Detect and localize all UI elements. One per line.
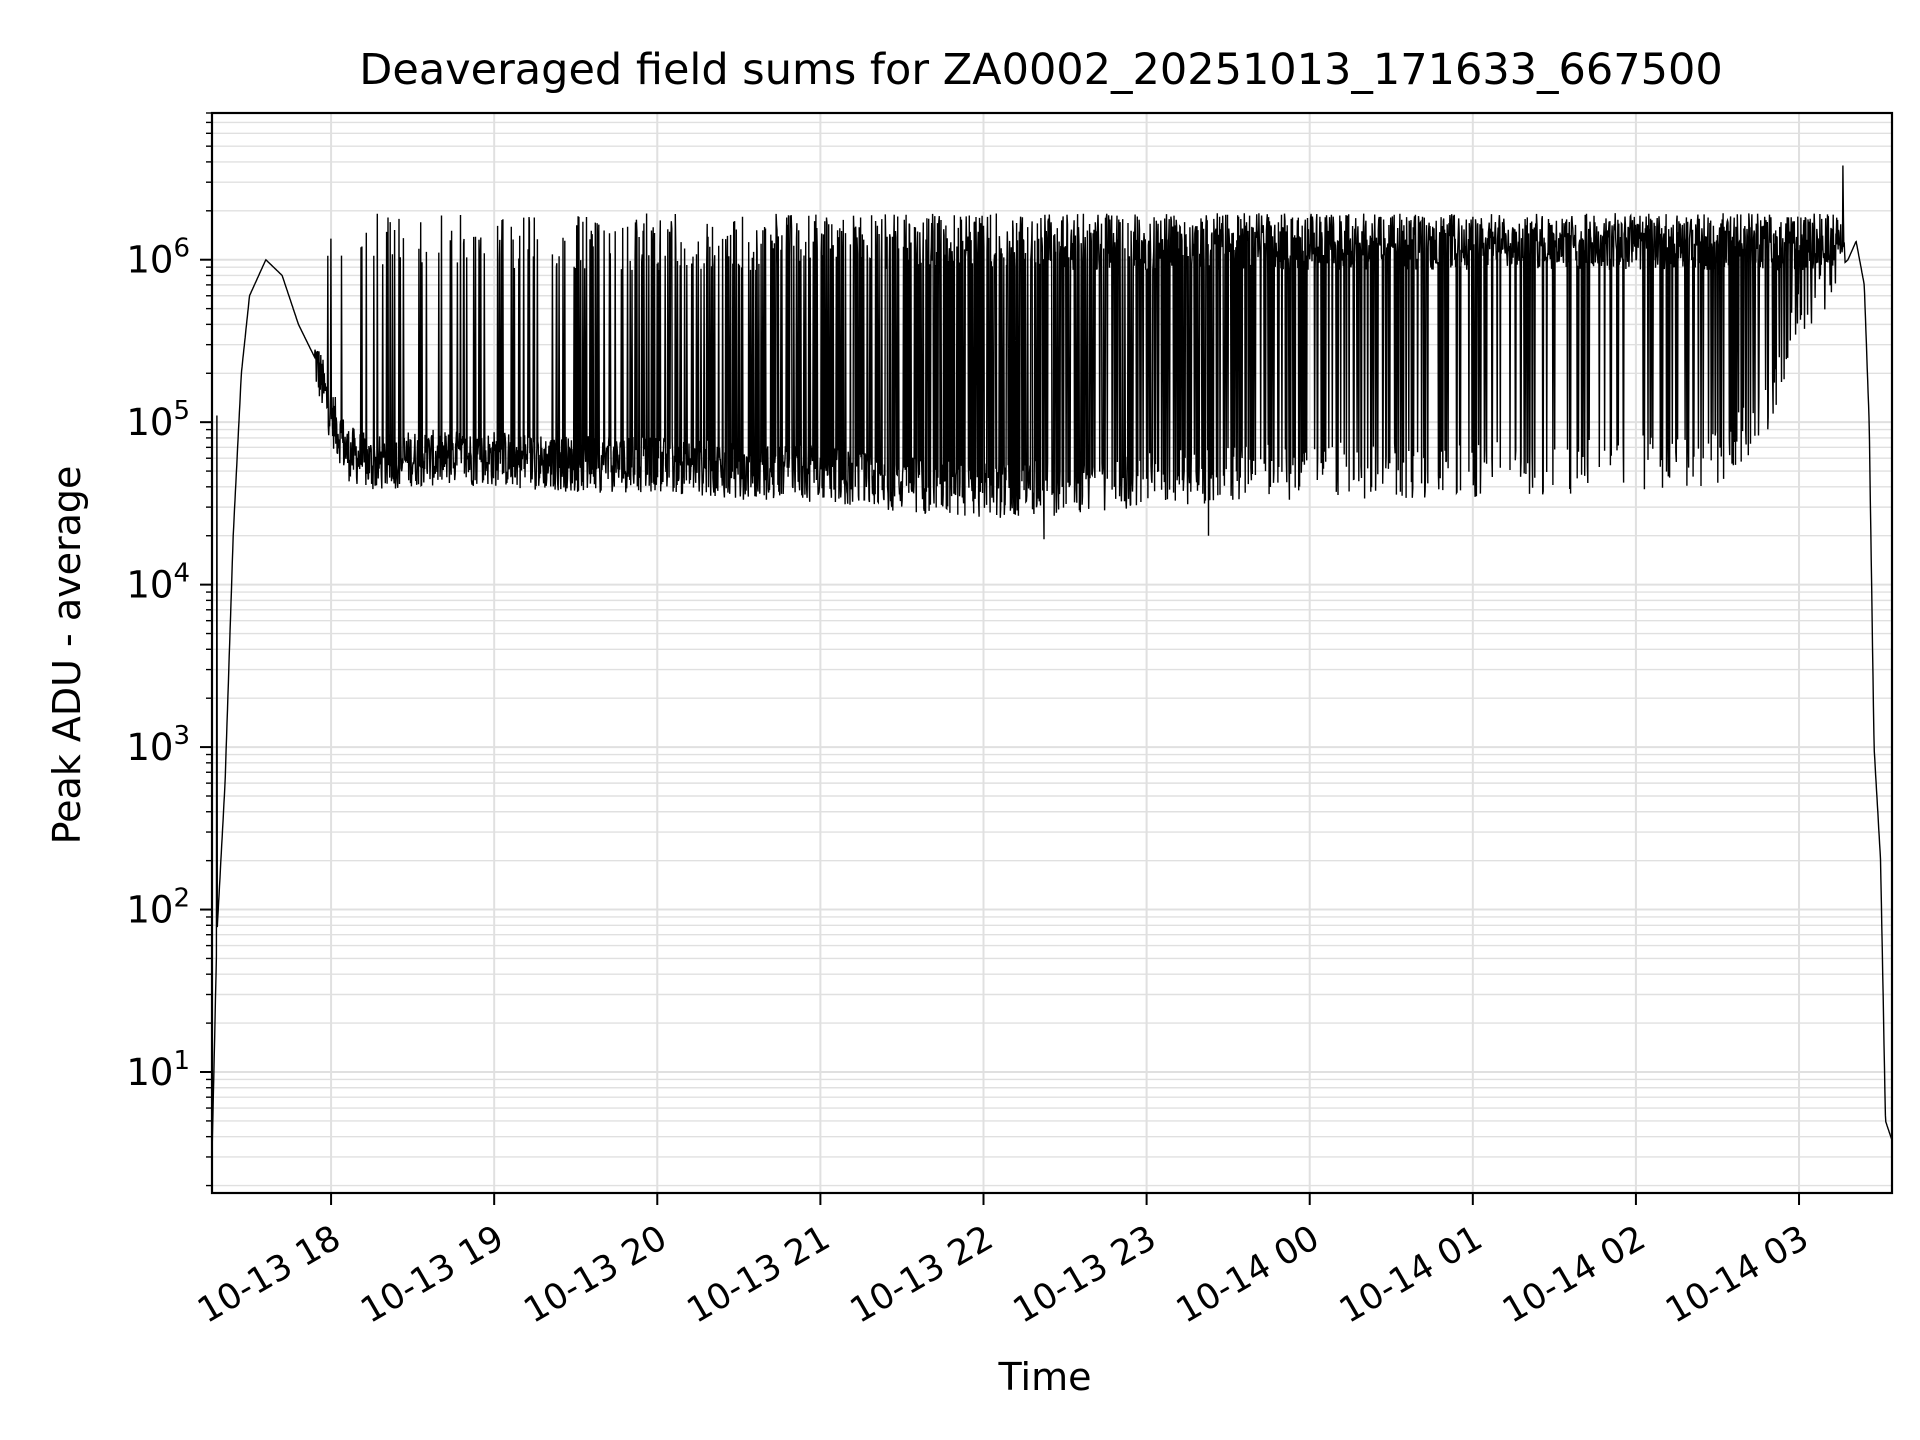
y-tick-label: 104: [126, 559, 190, 607]
y-axis: 101 102 103 104 105 106: [126, 112, 212, 1187]
y-tick-label: 103: [126, 721, 190, 769]
y-tick-label: 105: [126, 396, 190, 444]
series-line: [212, 165, 1892, 1158]
y-tick-label: 101: [126, 1046, 190, 1094]
y-tick-label: 106: [126, 234, 190, 282]
x-axis-label: Time: [998, 1355, 1092, 1399]
y-axis-label: Peak ADU - average: [45, 466, 89, 845]
y-tick-label: 102: [126, 884, 190, 932]
axes-frame: [210, 111, 1894, 1195]
chart-title: Deaveraged field sums for ZA0002_2025101…: [359, 45, 1722, 95]
